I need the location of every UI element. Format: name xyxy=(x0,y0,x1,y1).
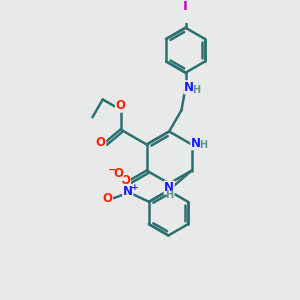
Text: O: O xyxy=(113,167,123,180)
Text: N: N xyxy=(184,81,194,94)
Text: O: O xyxy=(103,192,112,206)
Text: O: O xyxy=(116,99,125,112)
Text: H: H xyxy=(192,85,200,95)
Text: H: H xyxy=(199,140,207,149)
Text: O: O xyxy=(96,136,106,149)
Text: O: O xyxy=(120,174,130,187)
Text: N: N xyxy=(123,184,133,198)
Text: I: I xyxy=(183,0,188,13)
Text: +: + xyxy=(131,183,139,192)
Text: −: − xyxy=(108,165,117,175)
Text: N: N xyxy=(191,136,201,150)
Text: H: H xyxy=(165,190,173,200)
Text: N: N xyxy=(164,181,174,194)
